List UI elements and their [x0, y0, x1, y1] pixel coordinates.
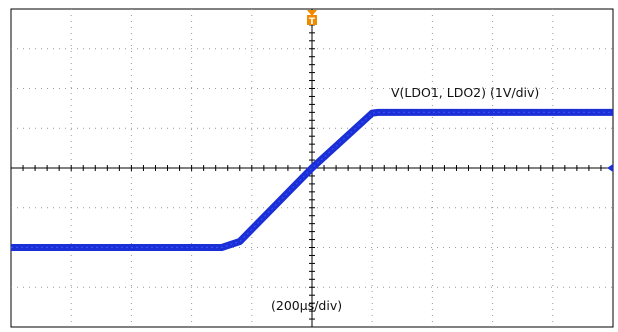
series-line-noise-0 [11, 111, 613, 249]
trigger-marker-arrow [307, 10, 317, 16]
series-label: V(LDO1, LDO2) (1V/div) [391, 85, 539, 100]
markers: T [307, 10, 613, 172]
trace-group [11, 108, 613, 251]
trigger-marker-box [307, 15, 317, 25]
center-axes [11, 9, 613, 327]
level-marker [607, 164, 613, 172]
trigger-marker-label: T [309, 17, 316, 27]
x-axis-label: (200µs/div) [271, 298, 342, 313]
